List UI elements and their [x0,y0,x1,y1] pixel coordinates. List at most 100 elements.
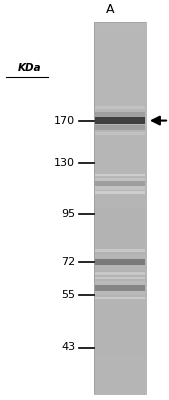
Bar [94,68,146,72]
Bar [94,266,146,270]
Bar [94,99,146,103]
Bar [94,142,146,146]
Bar [94,78,146,81]
Bar [94,204,146,208]
Bar [94,115,146,118]
Bar [95,259,145,265]
Bar [94,22,146,25]
Bar [95,254,145,258]
Bar [95,174,145,176]
Bar [94,80,146,84]
Bar [95,285,145,291]
Bar [94,254,146,258]
Bar [94,356,146,360]
Bar [94,372,146,375]
Bar [94,102,146,106]
Text: 170: 170 [54,116,75,126]
Bar [94,338,146,341]
Bar [94,238,146,242]
Bar [94,202,146,205]
Bar [94,22,146,394]
Bar [94,387,146,391]
Bar [94,285,146,289]
Bar [94,223,146,226]
Bar [94,366,146,369]
Bar [94,313,146,316]
Bar [95,249,145,252]
Bar [94,375,146,378]
Bar [94,276,146,279]
Bar [94,118,146,121]
Bar [95,276,145,279]
Bar [94,347,146,350]
Bar [94,208,146,211]
Text: KDa: KDa [18,63,41,73]
Bar [94,71,146,75]
Bar [94,34,146,38]
Bar [94,245,146,248]
Bar [95,191,145,194]
Bar [94,350,146,354]
Bar [94,164,146,168]
Bar [94,369,146,372]
Bar [94,112,146,115]
Bar [94,133,146,137]
Bar [94,161,146,165]
Text: 43: 43 [61,342,75,352]
Bar [94,325,146,329]
Bar [94,220,146,224]
Bar [94,90,146,93]
Bar [94,294,146,298]
Bar [94,74,146,78]
Bar [94,167,146,171]
Bar [94,229,146,233]
Bar [94,232,146,236]
Bar [94,130,146,134]
Bar [94,108,146,112]
Bar [94,136,146,140]
Bar [94,37,146,41]
Bar [94,390,146,394]
Bar [94,43,146,47]
Bar [94,378,146,382]
Bar [95,186,145,190]
Bar [94,270,146,273]
Bar [94,362,146,366]
Bar [94,152,146,155]
Bar [94,31,146,34]
Bar [94,189,146,192]
Bar [94,332,146,335]
Bar [94,149,146,152]
Bar [94,384,146,388]
Bar [94,288,146,292]
Bar [94,328,146,332]
Bar [94,87,146,90]
Bar [95,178,145,181]
Text: 55: 55 [61,290,75,300]
Bar [94,195,146,199]
Bar [94,298,146,301]
Bar [94,291,146,295]
Bar [94,319,146,323]
Bar [94,360,146,363]
Bar [94,301,146,304]
Bar [94,248,146,251]
Bar [94,50,146,53]
Bar [94,282,146,286]
Bar [95,281,145,285]
Bar [95,106,145,110]
Bar [94,124,146,127]
Bar [94,322,146,326]
Bar [94,257,146,261]
Bar [94,251,146,254]
Bar [94,180,146,183]
Bar [94,96,146,100]
Bar [94,186,146,190]
Bar [94,93,146,96]
Bar [94,304,146,307]
Bar [94,214,146,217]
Text: 95: 95 [61,208,75,218]
Bar [94,158,146,162]
Bar [94,344,146,348]
Bar [94,310,146,314]
